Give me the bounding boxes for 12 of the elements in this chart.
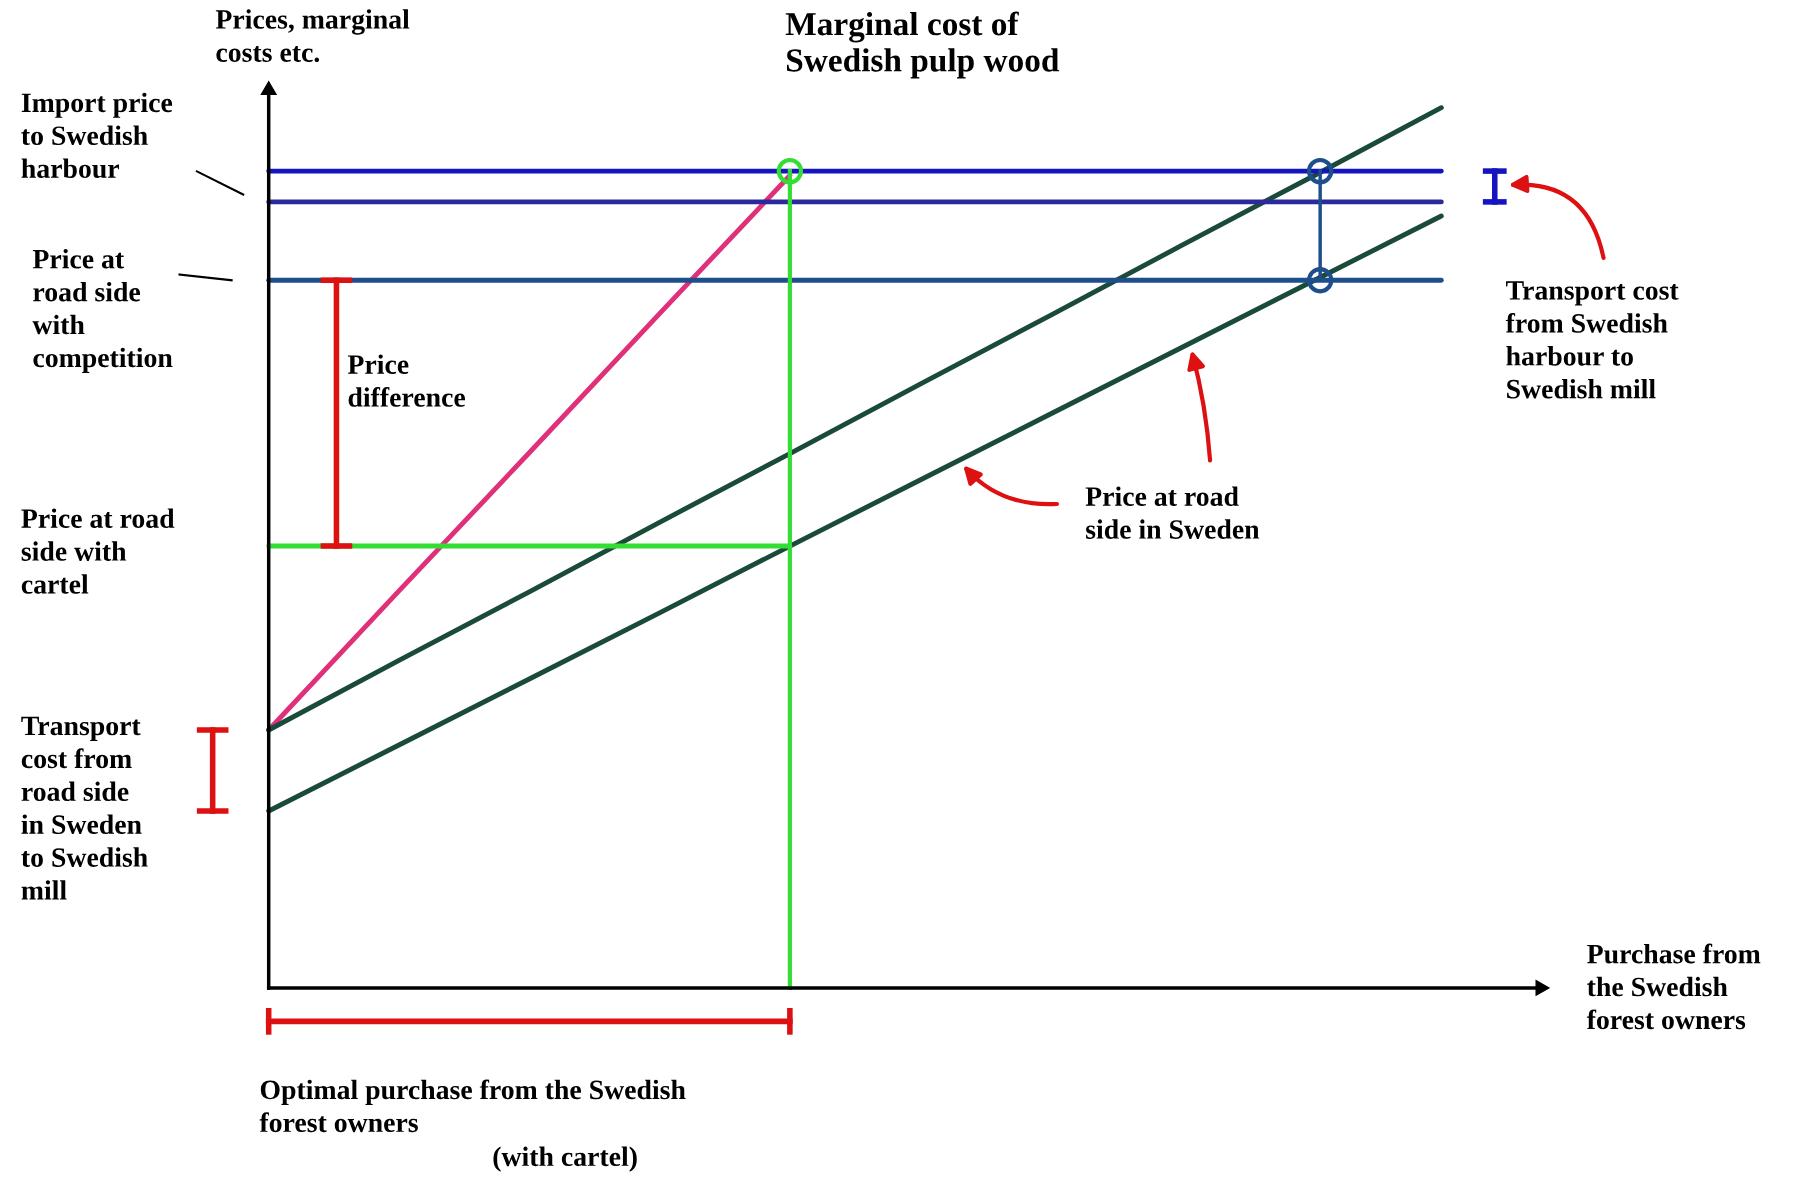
annotation: Price difference <box>347 354 465 407</box>
text: Price at road side with cartel <box>21 508 175 594</box>
text: Price at road side with competition <box>32 249 173 373</box>
text: Price at road side in Sweden <box>1085 486 1260 539</box>
y-axis-title: Prices, marginal costs etc. <box>215 9 410 63</box>
text: Optimal purchase from the Swedish forest owners <box>259 1079 686 1133</box>
text: Transport cost from road side in Sweden to Swedish mill <box>21 716 148 900</box>
text: (with cartel) <box>493 1146 637 1172</box>
text: Marginal cost of Swedish pulp wood <box>785 11 1060 79</box>
x-axis-title: Purchase from the Swedish forest owners <box>1586 943 1761 1030</box>
text: Import price to Swedish harbour <box>21 92 173 179</box>
annotation: Transport cost from Swedish harbour to Swedish mill <box>1505 281 1679 399</box>
